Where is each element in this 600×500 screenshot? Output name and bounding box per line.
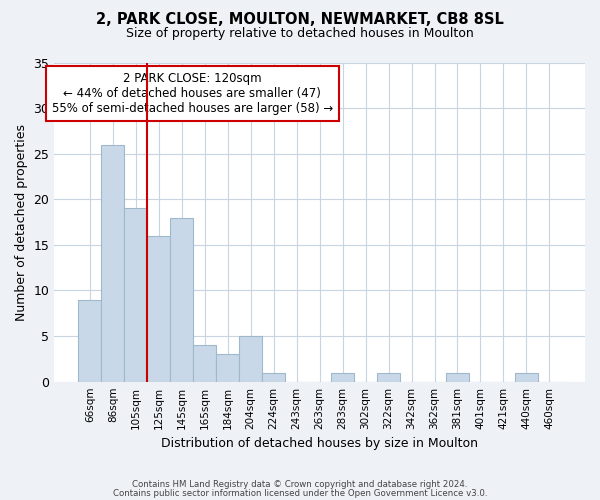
X-axis label: Distribution of detached houses by size in Moulton: Distribution of detached houses by size … <box>161 437 478 450</box>
Bar <box>446 372 469 382</box>
Bar <box>262 372 285 382</box>
Text: Contains HM Land Registry data © Crown copyright and database right 2024.: Contains HM Land Registry data © Crown c… <box>132 480 468 489</box>
Bar <box>148 236 170 382</box>
Y-axis label: Number of detached properties: Number of detached properties <box>15 124 28 320</box>
Bar <box>331 372 354 382</box>
Text: Size of property relative to detached houses in Moulton: Size of property relative to detached ho… <box>126 28 474 40</box>
Text: 2, PARK CLOSE, MOULTON, NEWMARKET, CB8 8SL: 2, PARK CLOSE, MOULTON, NEWMARKET, CB8 8… <box>96 12 504 28</box>
Bar <box>216 354 239 382</box>
Bar <box>79 300 101 382</box>
Bar <box>124 208 148 382</box>
Text: 2 PARK CLOSE: 120sqm
← 44% of detached houses are smaller (47)
55% of semi-detac: 2 PARK CLOSE: 120sqm ← 44% of detached h… <box>52 72 333 115</box>
Bar <box>377 372 400 382</box>
Bar <box>170 218 193 382</box>
Text: Contains public sector information licensed under the Open Government Licence v3: Contains public sector information licen… <box>113 488 487 498</box>
Bar <box>193 345 216 382</box>
Bar <box>239 336 262 382</box>
Bar <box>101 144 124 382</box>
Bar <box>515 372 538 382</box>
